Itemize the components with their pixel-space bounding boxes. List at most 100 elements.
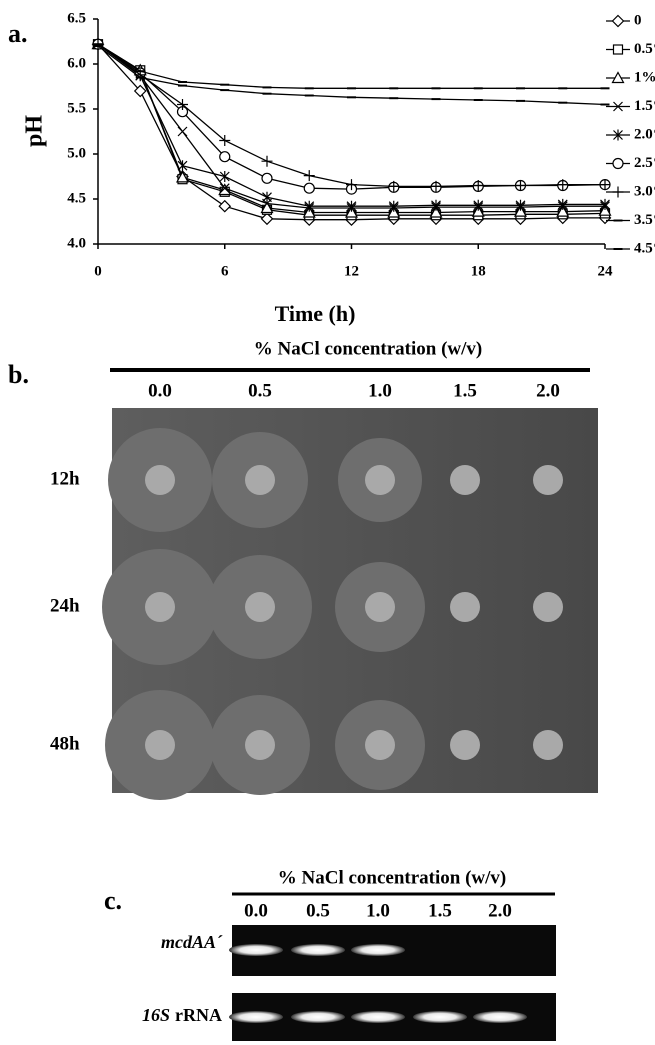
- marker: [219, 151, 231, 163]
- gel-band: [291, 1011, 345, 1023]
- y-tick-label: 5.0: [67, 145, 86, 161]
- row-label-text: rRNA: [175, 1005, 222, 1025]
- panel-label: b.: [8, 360, 29, 389]
- colony: [365, 730, 395, 760]
- colony: [245, 730, 275, 760]
- legend-label: 2.5%: [634, 155, 655, 171]
- legend-label: 3.5%: [634, 212, 655, 228]
- marker: [431, 199, 441, 211]
- row-label: 12h: [50, 468, 80, 489]
- panel-label: a.: [8, 19, 28, 48]
- panel-title: % NaCl concentration (w/v): [278, 867, 507, 888]
- column-label: 2.0: [488, 900, 512, 921]
- marker: [177, 126, 188, 137]
- marker: [387, 205, 401, 218]
- marker: [262, 191, 272, 203]
- marker: [175, 170, 190, 183]
- series-line: [97, 45, 606, 106]
- series-line: [97, 43, 606, 190]
- colony: [533, 730, 563, 760]
- marker: [344, 205, 359, 218]
- y-tick-label: 5.5: [67, 100, 86, 116]
- legend-label: 2.0%: [634, 126, 655, 142]
- marker: [346, 179, 357, 191]
- marker: [261, 172, 273, 184]
- plot-a: 4.0 4.5 5.0 5.5 6.0 6.5 0 6 12 18 24 0 0.5% 1% 1.5% 2.0…: [67, 10, 655, 279]
- column-label: 1.0: [368, 380, 392, 401]
- x-axis-title: Time (h): [275, 301, 356, 326]
- column-label: 0.0: [148, 380, 172, 401]
- y-tick-label: 4.0: [67, 235, 86, 251]
- marker: [388, 180, 400, 192]
- colony: [365, 465, 395, 495]
- marker: [611, 14, 625, 28]
- x-tick-label: 24: [598, 263, 614, 279]
- colony: [450, 730, 480, 760]
- marker: [177, 99, 188, 110]
- column-label: 0.5: [248, 380, 272, 401]
- colony: [245, 465, 275, 495]
- column-label: 1.0: [366, 900, 390, 921]
- panel-title: % NaCl concentration (w/v): [254, 338, 483, 359]
- row-label-italic: 16S: [142, 1005, 170, 1025]
- marker: [388, 200, 399, 212]
- marker: [600, 198, 610, 210]
- y-axis-title: pH: [22, 115, 48, 147]
- colony: [365, 592, 395, 622]
- colony: [145, 592, 175, 622]
- column-label: 2.0: [536, 380, 560, 401]
- colony: [533, 465, 563, 495]
- marker: [598, 203, 612, 216]
- colony: [450, 465, 480, 495]
- marker: [612, 44, 624, 55]
- x-tick-label: 0: [94, 263, 102, 279]
- column-label: 1.5: [453, 380, 477, 401]
- x-tick-label: 6: [221, 263, 229, 279]
- gel-band: [229, 1011, 283, 1023]
- row-label-italic: mcdAA´: [161, 932, 223, 952]
- marker: [303, 182, 315, 194]
- marker: [346, 200, 357, 212]
- x-tick-label: 12: [344, 263, 359, 279]
- marker: [260, 201, 274, 214]
- series-line: [97, 43, 605, 89]
- legend-label: 4.5%: [634, 240, 655, 256]
- gel-band: [473, 1011, 527, 1023]
- marker: [557, 179, 569, 191]
- marker: [133, 84, 147, 98]
- marker: [218, 199, 232, 213]
- x-tick-label: 18: [471, 263, 486, 279]
- marker: [219, 135, 231, 146]
- marker: [556, 204, 570, 217]
- colony: [533, 592, 563, 622]
- marker: [429, 205, 443, 218]
- row-label: 48h: [50, 733, 80, 754]
- marker: [599, 179, 611, 191]
- legend-label: 0: [634, 12, 642, 28]
- plate-b: [102, 428, 563, 800]
- marker: [303, 170, 315, 182]
- gel-band: [351, 1011, 405, 1023]
- marker: [612, 157, 624, 170]
- marker: [557, 198, 568, 210]
- marker: [613, 129, 623, 141]
- row-label: 16S rRNA: [142, 1005, 222, 1025]
- colony: [450, 592, 480, 622]
- column-label: 0.5: [306, 900, 330, 921]
- gel-band: [351, 944, 405, 956]
- y-tick-label: 6.0: [67, 55, 86, 71]
- row-label: 24h: [50, 595, 80, 616]
- column-label: 0.0: [244, 900, 268, 921]
- y-tick-label: 4.5: [67, 190, 86, 206]
- marker: [515, 199, 526, 211]
- marker: [430, 180, 442, 192]
- marker: [219, 183, 230, 194]
- gel-band: [291, 944, 345, 956]
- marker: [219, 171, 230, 182]
- marker: [473, 199, 484, 211]
- panel-label: c.: [104, 886, 122, 915]
- colony: [245, 592, 275, 622]
- y-tick-label: 6.5: [67, 10, 86, 26]
- marker: [177, 160, 188, 172]
